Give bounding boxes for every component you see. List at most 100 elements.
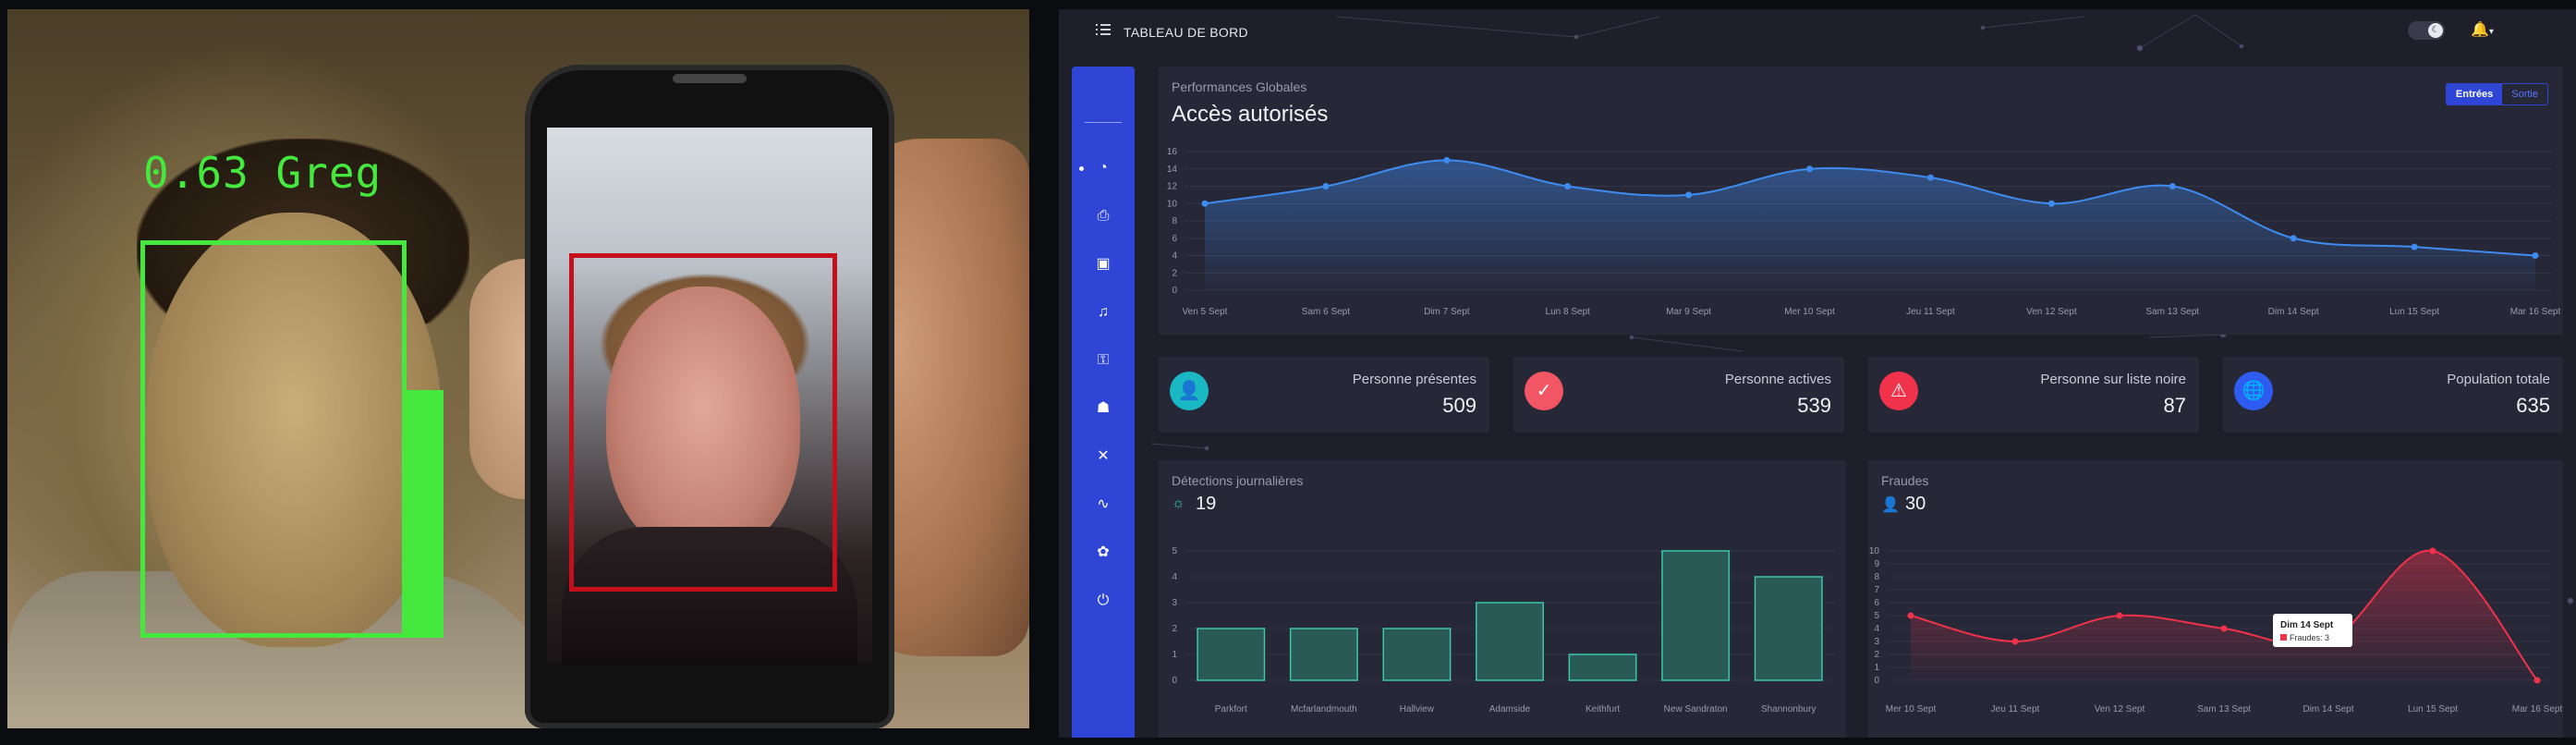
data-point bbox=[2533, 677, 2541, 684]
x-tick-label: Shannonbury bbox=[1761, 704, 1817, 714]
stat-value: 635 bbox=[2516, 394, 2550, 417]
stat-label: Population totale bbox=[2447, 372, 2550, 387]
data-point bbox=[2411, 243, 2418, 250]
frauds-count: 30 bbox=[1905, 494, 1926, 514]
alert-icon: ⚠ bbox=[1879, 372, 1918, 410]
camera-icon[interactable]: ⎙ bbox=[1097, 208, 1110, 224]
card-subtitle: Fraudes bbox=[1881, 473, 1929, 488]
y-tick-label: 2 bbox=[1172, 624, 1177, 634]
recognition-label: 0.63 Greg bbox=[143, 148, 383, 198]
users-icon[interactable]: ☗ bbox=[1096, 400, 1111, 416]
data-point bbox=[2169, 183, 2176, 189]
y-tick-label: 14 bbox=[1167, 165, 1178, 175]
y-tick-label: 0 bbox=[1172, 286, 1177, 296]
x-tick-label: Jeu 11 Sept bbox=[1906, 307, 1955, 317]
data-point bbox=[2011, 638, 2019, 645]
bell-icon[interactable]: ♫ bbox=[1098, 304, 1109, 320]
data-point bbox=[2290, 235, 2297, 242]
stat-value: 539 bbox=[1797, 394, 1831, 417]
chevron-down-icon: ▾ bbox=[2488, 27, 2494, 37]
bar bbox=[1382, 628, 1452, 681]
y-tick-label: 0 bbox=[1874, 676, 1879, 686]
bar bbox=[1197, 628, 1266, 681]
data-point bbox=[2047, 200, 2055, 207]
x-tick-label: Mar 9 Sept bbox=[1666, 307, 1711, 317]
data-point bbox=[1926, 174, 1934, 181]
data-point bbox=[1443, 156, 1451, 164]
y-tick-label: 2 bbox=[1874, 650, 1879, 660]
data-point bbox=[2220, 625, 2228, 632]
y-tick-label: 9 bbox=[1874, 559, 1879, 569]
network-background bbox=[1150, 14, 2574, 605]
stat-card-active: ✓ Personne actives 539 bbox=[1513, 357, 1844, 433]
y-tick-label: 2 bbox=[1172, 268, 1177, 278]
y-tick-label: 4 bbox=[1172, 572, 1177, 582]
user-alert-icon: 👤 bbox=[1881, 497, 1900, 513]
theme-toggle[interactable]: ☾ bbox=[2408, 21, 2445, 40]
y-tick-label: 6 bbox=[1172, 234, 1177, 244]
x-tick-label: New Sandraton bbox=[1664, 704, 1728, 714]
x-tick-label: Keithfurt bbox=[1586, 704, 1620, 714]
y-tick-label: 10 bbox=[1167, 199, 1178, 209]
confidence-bar bbox=[407, 390, 444, 638]
tooltip-title: Dim 14 Sept bbox=[2280, 620, 2334, 630]
detection-icon: ☼ bbox=[1172, 495, 1185, 511]
data-point bbox=[1907, 612, 1914, 619]
top-bar: TABLEAU DE BORD ☾ 🔔▾ bbox=[1059, 9, 2576, 55]
data-point bbox=[1322, 183, 1330, 189]
bar bbox=[1661, 550, 1731, 681]
detections-bar-chart: 0 1 2 3 4 5 Parkfort Mcfarlandmouth Hallview Adam… bbox=[1172, 546, 1835, 714]
y-tick-label: 0 bbox=[1172, 676, 1177, 686]
y-tick-label: 16 bbox=[1167, 147, 1178, 157]
y-tick-label: 5 bbox=[1874, 611, 1879, 621]
x-tick-label: Dim 14 Sept bbox=[2303, 704, 2353, 714]
y-tick-label: 1 bbox=[1172, 650, 1177, 660]
data-point bbox=[1564, 183, 1572, 189]
tooltip-swatch bbox=[2280, 634, 2287, 641]
puzzle-icon[interactable]: ✿ bbox=[1097, 544, 1110, 560]
stat-label: Personne actives bbox=[1724, 372, 1831, 387]
list-icon[interactable] bbox=[1096, 24, 1111, 39]
x-tick-label: Jeu 11 Sept bbox=[1991, 704, 2040, 714]
y-tick-label: 1 bbox=[1874, 663, 1879, 673]
x-tick-label: Mcfarlandmouth bbox=[1291, 704, 1357, 714]
globe-icon: 🌐 bbox=[2234, 372, 2273, 410]
stat-value: 87 bbox=[2163, 394, 2186, 417]
x-tick-label: Mer 10 Sept bbox=[1886, 704, 1937, 714]
tools-icon[interactable]: ✕ bbox=[1097, 448, 1110, 464]
x-tick-label: Lun 8 Sept bbox=[1546, 307, 1591, 317]
stat-value: 509 bbox=[1442, 394, 1476, 417]
y-tick-label: 3 bbox=[1172, 598, 1177, 608]
recognized-face-box bbox=[140, 240, 407, 638]
id-card-icon[interactable]: ▣ bbox=[1096, 256, 1111, 272]
dashboard-pie-icon[interactable]: ◔ bbox=[1099, 160, 1108, 176]
detections-count: 19 bbox=[1196, 494, 1217, 514]
x-tick-label: Lun 15 Sept bbox=[2389, 307, 2439, 317]
bell-icon: 🔔 bbox=[2471, 22, 2489, 38]
y-tick-label: 7 bbox=[1874, 585, 1879, 595]
user-icon: 👤 bbox=[1170, 372, 1209, 410]
power-icon[interactable]: ⏻ bbox=[1097, 592, 1110, 608]
notification-menu[interactable]: 🔔▾ bbox=[2471, 20, 2494, 39]
phone-person-face bbox=[606, 287, 800, 555]
bar bbox=[1476, 602, 1544, 681]
card-title: Accès autorisés bbox=[1172, 102, 1329, 127]
area-fill bbox=[1911, 550, 2537, 680]
y-tick-label: 4 bbox=[1874, 624, 1879, 634]
sidebar: ◔ ⎙ ▣ ♫ ⚿ ☗ ✕ ∿ ✿ ⏻ bbox=[1072, 67, 1135, 738]
data-point bbox=[2116, 612, 2123, 619]
card-subtitle: Détections journalières bbox=[1172, 473, 1304, 488]
toggle-exits[interactable]: Sortie bbox=[2511, 89, 2538, 100]
x-tick-label: Sam 13 Sept bbox=[2197, 704, 2251, 714]
check-icon: ✓ bbox=[1525, 372, 1563, 410]
x-tick-label: Sam 13 Sept bbox=[2145, 307, 2199, 317]
toggle-entries[interactable]: Entrées bbox=[2446, 84, 2503, 104]
y-tick-label: 5 bbox=[1172, 546, 1177, 556]
moon-icon: ☾ bbox=[2428, 23, 2443, 38]
pulse-icon[interactable]: ∿ bbox=[1097, 496, 1110, 512]
area-fill bbox=[1205, 160, 2535, 290]
data-point bbox=[2532, 252, 2539, 259]
y-tick-label: 3 bbox=[1874, 637, 1879, 647]
key-icon[interactable]: ⚿ bbox=[1097, 352, 1110, 368]
stat-label: Personne sur liste noire bbox=[2040, 372, 2186, 387]
